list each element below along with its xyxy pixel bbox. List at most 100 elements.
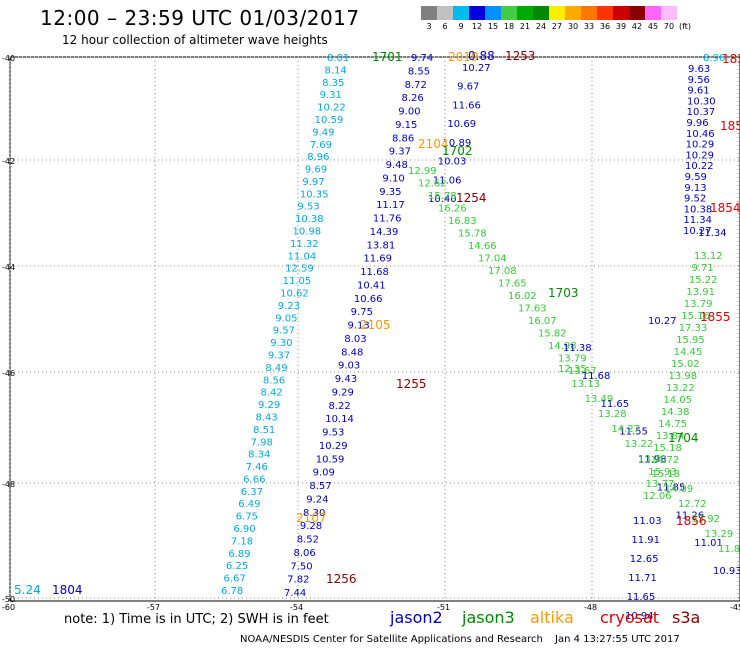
wave-height-value: 9.37 (389, 147, 411, 158)
pass-time-label: 1254 (456, 191, 487, 205)
wave-height-value: 10.41 (357, 280, 386, 291)
wave-height-value: 8.03 (344, 334, 366, 345)
wave-height-value: 11.05 (283, 276, 312, 287)
pass-time-label: 2019 (448, 50, 479, 64)
wave-height-value: 11.34 (683, 215, 712, 226)
wave-height-value: 9.63 (688, 64, 710, 75)
lat-tick-label: -44 (2, 263, 15, 272)
pass-time-label: 1253 (505, 49, 536, 63)
wave-height-value: 13.22 (666, 383, 695, 394)
wave-height-value: 8.06 (294, 548, 316, 559)
wave-height-value: 8.56 (263, 375, 285, 386)
wave-height-value: 12.72 (678, 499, 707, 510)
wave-height-value: 13.70 (638, 454, 667, 465)
pass-time-label: 2105 (360, 318, 391, 332)
wave-height-value: 11.98 (638, 455, 667, 466)
wave-height-value: 9.09 (313, 468, 335, 479)
wave-height-value: 13.12 (694, 251, 723, 262)
wave-height-value: 10.38 (295, 214, 324, 225)
wave-height-value: 6.25 (226, 561, 248, 572)
scale-swatch (661, 6, 677, 20)
wave-height-value: 8.42 (260, 388, 282, 399)
scale-label: 6 (442, 22, 448, 31)
timestamp: Jan 4 13:27:55 UTC 2017 (555, 634, 680, 645)
wave-height-value: 9.29 (258, 400, 280, 411)
wave-height-value: 14.98 (548, 341, 577, 352)
wave-height-value: 13.13 (571, 379, 600, 390)
wave-height-value: 9.30 (270, 338, 292, 349)
scale-label: 70 (663, 22, 675, 31)
wave-height-value: 11.65 (601, 399, 630, 410)
wave-height-value: 10.27 (683, 226, 712, 237)
wave-height-value: 7.69 (310, 140, 332, 151)
wave-height-value: 7.82 (287, 575, 309, 586)
wave-height-value: 11.91 (631, 535, 660, 546)
wave-height-value: 14.09 (665, 484, 694, 495)
scale-label: 45 (647, 22, 659, 31)
wave-height-value: 11.71 (628, 573, 657, 584)
scale-swatch (597, 6, 613, 20)
wave-height-value: 9.96 (686, 118, 708, 129)
scale-label: 33 (583, 22, 595, 31)
wave-height-value: 10.27 (462, 63, 491, 74)
wave-height-value: 9.35 (379, 187, 401, 198)
wave-height-value: 13.49 (585, 394, 614, 405)
wave-height-value: 8.55 (408, 66, 430, 77)
wave-height-value: 16.26 (438, 204, 467, 215)
wave-height-value: 9.59 (685, 172, 707, 183)
wave-height-value: 7.44 (284, 588, 306, 599)
wave-height-value: 9.67 (457, 82, 479, 93)
wave-height-value: 10.69 (447, 119, 476, 130)
wave-height-value: 10.93 (713, 566, 740, 577)
wave-height-value: 12.65 (630, 554, 659, 565)
wave-height-value: 9.10 (382, 173, 404, 184)
wave-height-value: 11.65 (627, 592, 656, 603)
wave-height-value: 15.18 (651, 469, 680, 480)
scale-label: 12 (471, 22, 483, 31)
wave-height-value: 9.49 (312, 127, 334, 138)
wave-height-value: 12.59 (285, 264, 314, 275)
wave-height-value: 13.79 (558, 354, 587, 365)
wave-height-value: 9.03 (338, 361, 360, 372)
wave-height-value: 7.98 (251, 437, 273, 448)
wave-height-value: 17.33 (679, 323, 708, 334)
wave-height-value: 8.96 (307, 152, 329, 163)
wave-height-value: 10.29 (686, 140, 715, 151)
wave-height-value: 6.37 (241, 487, 263, 498)
wave-height-value: 10.27 (648, 316, 677, 327)
wave-height-value: 8.96 (703, 53, 725, 64)
footnote: note: 1) Time is in UTC; 2) SWH is in fe… (64, 612, 329, 627)
wave-height-value: 13.67 (568, 366, 597, 377)
wave-height-value: 8.43 (256, 412, 278, 423)
wave-height-value: 8.49 (265, 363, 287, 374)
wave-height-value: 13.98 (669, 371, 698, 382)
lon-tick-label: -51 (437, 603, 450, 612)
wave-height-value: 15.16 (681, 311, 710, 322)
wave-height-value: 10.98 (292, 227, 321, 238)
wave-height-value: 10.89 (443, 138, 472, 149)
wave-height-value: 6.66 (243, 474, 265, 485)
wave-height-value: 9.29 (332, 387, 354, 398)
scale-swatch (469, 6, 485, 20)
wave-height-value: 15.82 (538, 329, 567, 340)
wave-height-value: 16.83 (448, 216, 477, 227)
scale-swatch (421, 6, 437, 20)
wave-height-value: 11.38 (563, 343, 592, 354)
wave-height-value: 13.79 (684, 299, 713, 310)
scale-label: 9 (458, 22, 464, 31)
wave-height-value: 10.30 (687, 96, 716, 107)
wave-height-value: 9.53 (322, 428, 344, 439)
scale-label: 21 (519, 22, 531, 31)
scale-label: 15 (487, 22, 499, 31)
scale-label: 18 (503, 22, 515, 31)
wave-height-value: 15.78 (428, 191, 457, 202)
pass-time-label: 1702 (442, 144, 473, 158)
wave-height-value: 9.24 (306, 494, 328, 505)
pass-time-label: 1255 (396, 377, 427, 391)
wave-height-value: 15.02 (671, 359, 700, 370)
wave-height-value: 11.76 (373, 214, 402, 225)
wave-height-value: 10.66 (354, 294, 383, 305)
wave-height-value: 9.56 (688, 75, 710, 86)
wave-height-value: 9.15 (395, 120, 417, 131)
wave-height-value: 9.97 (302, 177, 324, 188)
